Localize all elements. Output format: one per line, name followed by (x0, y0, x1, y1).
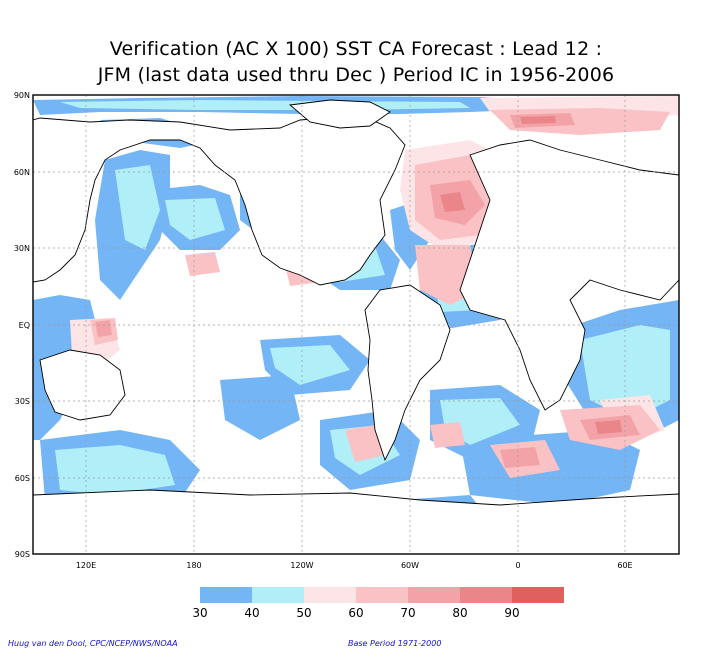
lat-label-60s: 60S (15, 474, 30, 483)
colorbar-swatch (460, 587, 512, 603)
colorbar-swatch (252, 587, 304, 603)
colorbar-tick-label: 30 (192, 606, 207, 620)
colorbar-swatch (200, 587, 252, 603)
lat-label-30n: 30N (14, 244, 30, 253)
lon-label-180: 180 (186, 561, 201, 570)
colorbar-tick-label: 60 (348, 606, 363, 620)
lon-label-120w: 120W (290, 561, 313, 570)
colorbar-legend: 30 40 50 60 70 80 90 (192, 587, 564, 620)
colorbar-swatch (408, 587, 460, 603)
lon-label-120e: 120E (76, 561, 96, 570)
lat-label-90s: 90S (15, 550, 30, 559)
colorbar-tick-label: 90 (504, 606, 519, 620)
colorbar-swatch (304, 587, 356, 603)
lon-label-60e: 60E (617, 561, 632, 570)
latitude-axis: 90N 60N 30N EQ 30S 60S 90S (14, 91, 30, 559)
map-title-line-2: JFM (last data used thru Dec ) Period IC… (97, 64, 615, 86)
base-period-text: Base Period 1971-2000 (348, 639, 442, 648)
grid-lines (33, 95, 679, 554)
lon-label-0: 0 (515, 561, 520, 570)
longitude-axis: 120E 180 120W 60W 0 60E (76, 561, 633, 570)
colorbar-tick-label: 80 (452, 606, 467, 620)
colorbar-tick-label: 40 (244, 606, 259, 620)
continent-outlines (33, 99, 679, 554)
lon-label-60w: 60W (401, 561, 419, 570)
map-frame (32, 94, 680, 555)
credit-text: Huug van den Dool, CPC/NCEP/NWS/NOAA (8, 639, 178, 648)
lat-label-90n: 90N (14, 91, 30, 100)
colorbar-swatch (512, 587, 564, 603)
sst-correlation-field (33, 95, 679, 554)
colorbar-tick-label: 50 (296, 606, 311, 620)
map-title-line-1: Verification (AC X 100) SST CA Forecast … (109, 38, 603, 60)
colorbar-tick-label: 70 (400, 606, 415, 620)
lat-label-30s: 30S (15, 397, 30, 406)
lat-label-eq: EQ (19, 321, 30, 330)
band-80-90 (440, 116, 622, 434)
colorbar-swatch (356, 587, 408, 603)
lat-label-60n: 60N (14, 168, 30, 177)
